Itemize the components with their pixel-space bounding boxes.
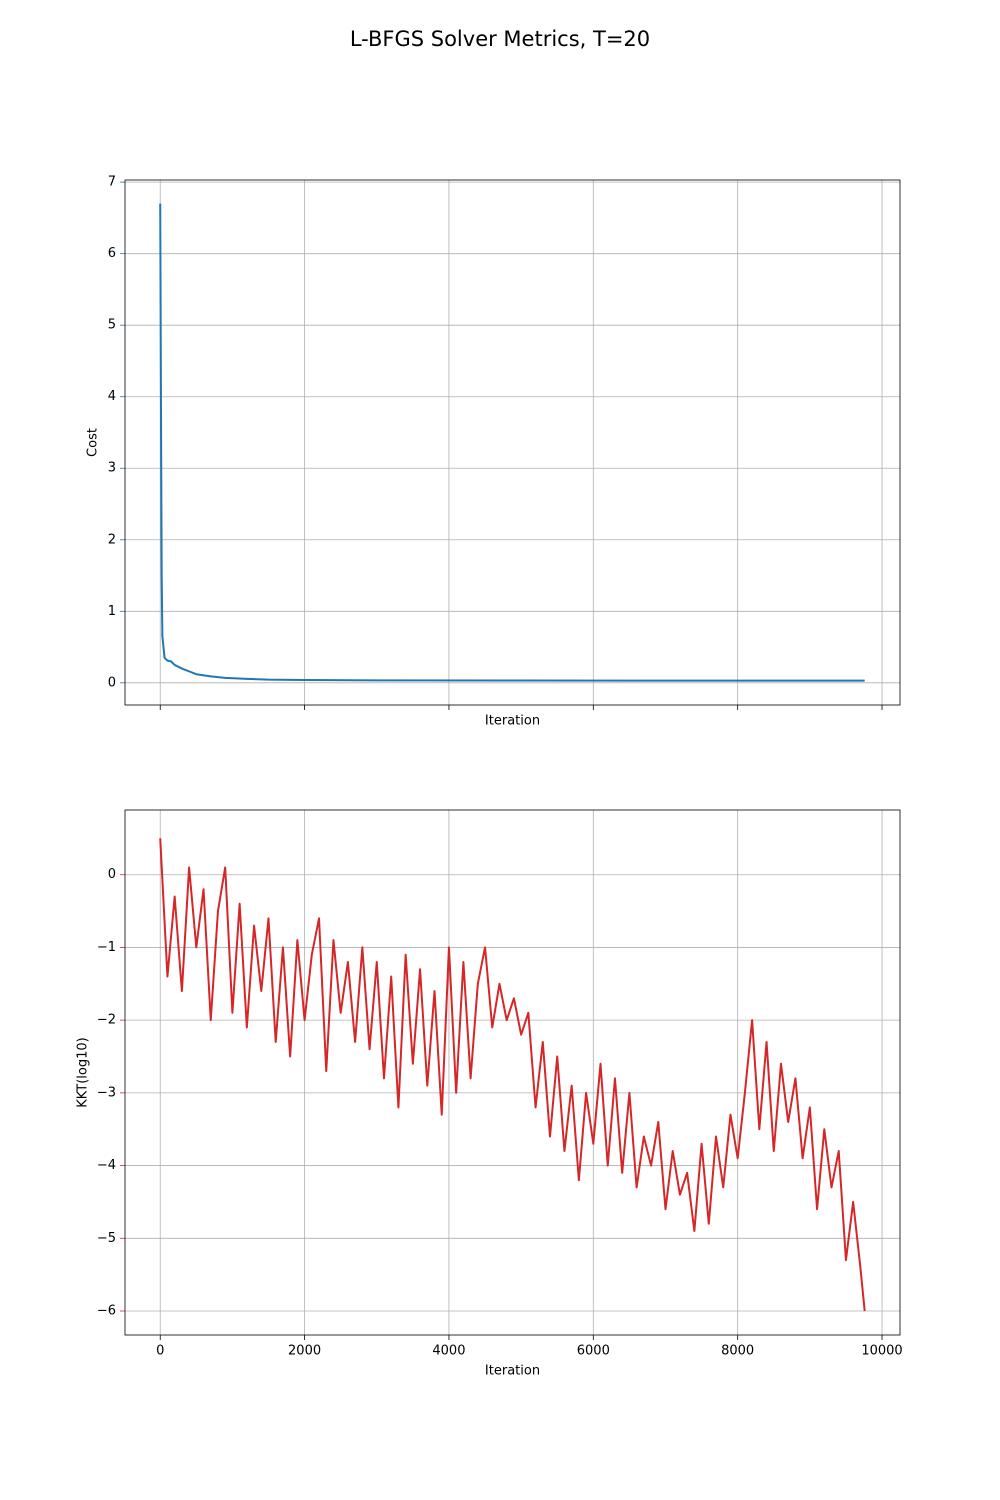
y-tick-label: −2 [97,1013,116,1028]
y-tick-label: −1 [97,940,116,955]
x-tick-label: 8000 [721,1344,754,1359]
y-tick-label: 1 [108,604,116,619]
y-tick-label: 0 [108,675,116,690]
y-tick-label: −5 [97,1231,116,1246]
axes-frame [124,809,901,1336]
y-tick-label: 0 [108,867,116,882]
y-tick-label: 7 [108,175,116,190]
y-tick-label: 3 [108,461,116,476]
y-tick-label: 6 [108,246,116,261]
x-tick-label: 4000 [432,1344,465,1359]
y-tick-label: 4 [108,389,116,404]
y-tick-label: −3 [97,1085,116,1100]
data-line [159,203,865,682]
plot-area [159,203,865,682]
axes-frame [124,179,901,706]
x-tick-label: 0 [156,1344,164,1359]
y-tick-label: −6 [97,1304,116,1319]
x-axis-label: Iteration [485,1364,540,1379]
y-tick-label: 2 [108,532,116,547]
x-tick-label: 2000 [288,1344,321,1359]
x-tick-label: 10000 [861,1344,902,1359]
plot-area [159,838,866,1312]
y-axis-label: Cost [86,428,101,457]
y-axis-label: KKT(log10) [76,1037,91,1107]
x-tick-label: 6000 [577,1344,610,1359]
y-tick-label: 5 [108,318,116,333]
x-axis-label: Iteration [485,714,540,729]
y-tick-label: −4 [97,1158,116,1173]
data-line [159,838,866,1312]
figure-title: L-BFGS Solver Metrics, T=20 [350,27,650,51]
